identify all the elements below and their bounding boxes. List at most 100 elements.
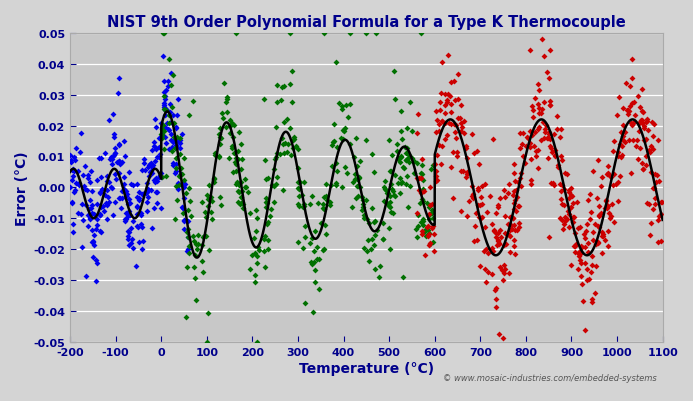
Point bbox=[83, 206, 94, 213]
Point bbox=[159, 128, 170, 135]
Point bbox=[184, 198, 195, 205]
Point bbox=[537, 120, 548, 126]
Point bbox=[429, 161, 440, 167]
Point bbox=[476, 184, 487, 190]
Point bbox=[417, 186, 428, 192]
Point bbox=[121, 193, 132, 200]
Point bbox=[534, 88, 545, 94]
Point bbox=[369, 242, 380, 248]
Point bbox=[153, 174, 164, 181]
Point bbox=[649, 171, 660, 178]
Point bbox=[602, 163, 613, 170]
Point bbox=[115, 195, 126, 202]
Point bbox=[366, 246, 377, 252]
Point bbox=[614, 174, 625, 180]
Point bbox=[439, 92, 450, 98]
Point bbox=[507, 215, 518, 221]
Point bbox=[175, 137, 186, 144]
Point bbox=[450, 122, 462, 129]
Point bbox=[244, 210, 255, 216]
Point bbox=[509, 200, 520, 207]
Point bbox=[448, 196, 459, 202]
Point bbox=[175, 145, 186, 152]
Point bbox=[617, 153, 628, 159]
Point bbox=[100, 200, 112, 207]
Point bbox=[253, 247, 264, 253]
Point bbox=[125, 181, 137, 188]
Point bbox=[174, 152, 185, 158]
Point bbox=[184, 185, 195, 192]
Point bbox=[558, 221, 569, 228]
Point bbox=[143, 174, 155, 180]
Point bbox=[130, 263, 141, 269]
Point bbox=[621, 80, 632, 87]
Point bbox=[508, 243, 519, 249]
Point bbox=[294, 204, 305, 210]
Point bbox=[371, 227, 383, 234]
Point bbox=[85, 216, 96, 222]
Point bbox=[202, 196, 213, 203]
Point bbox=[113, 75, 124, 81]
Point bbox=[572, 250, 584, 256]
Point bbox=[166, 132, 177, 138]
Point bbox=[462, 170, 473, 176]
Point bbox=[322, 198, 333, 204]
Point bbox=[425, 242, 436, 248]
Point bbox=[514, 203, 525, 210]
Point bbox=[176, 205, 187, 211]
Point bbox=[305, 201, 316, 208]
Point bbox=[580, 260, 591, 266]
Point bbox=[363, 220, 374, 226]
Point bbox=[304, 240, 315, 246]
Point bbox=[555, 154, 566, 160]
Point bbox=[486, 245, 498, 251]
Point bbox=[431, 117, 442, 124]
Point bbox=[102, 187, 113, 193]
Point bbox=[179, 227, 190, 233]
Point bbox=[169, 170, 180, 176]
Point bbox=[484, 193, 495, 200]
Point bbox=[163, 120, 174, 126]
Point bbox=[284, 126, 295, 132]
Point bbox=[158, 107, 169, 113]
Point bbox=[259, 237, 270, 243]
Point bbox=[602, 204, 613, 210]
Point bbox=[207, 216, 218, 222]
Point bbox=[249, 235, 260, 241]
Point bbox=[467, 191, 478, 197]
Point bbox=[176, 172, 187, 178]
Point bbox=[597, 233, 608, 240]
Point bbox=[131, 223, 142, 230]
Point bbox=[361, 216, 372, 222]
Point bbox=[232, 199, 243, 206]
Point bbox=[183, 112, 194, 119]
Point bbox=[109, 153, 120, 159]
Point bbox=[656, 200, 667, 206]
Point bbox=[351, 135, 362, 142]
Point bbox=[146, 226, 157, 232]
Point bbox=[540, 130, 551, 136]
Point bbox=[490, 210, 501, 216]
Point bbox=[396, 154, 407, 160]
Point bbox=[157, 126, 168, 133]
Point bbox=[123, 213, 134, 220]
Point bbox=[166, 137, 177, 144]
Point bbox=[475, 215, 486, 222]
Point bbox=[124, 200, 135, 206]
Point bbox=[159, 93, 170, 99]
Point bbox=[449, 130, 460, 136]
Point bbox=[170, 124, 182, 131]
Point bbox=[88, 239, 99, 245]
Point bbox=[505, 215, 516, 221]
Point bbox=[141, 188, 152, 194]
Point bbox=[417, 229, 428, 235]
Point bbox=[226, 121, 237, 128]
Point bbox=[565, 263, 577, 269]
Point bbox=[644, 232, 656, 239]
Point bbox=[586, 269, 597, 275]
Point bbox=[179, 184, 190, 190]
Point bbox=[109, 145, 121, 151]
Point bbox=[292, 165, 304, 171]
Point bbox=[593, 157, 604, 164]
Point bbox=[511, 195, 523, 201]
